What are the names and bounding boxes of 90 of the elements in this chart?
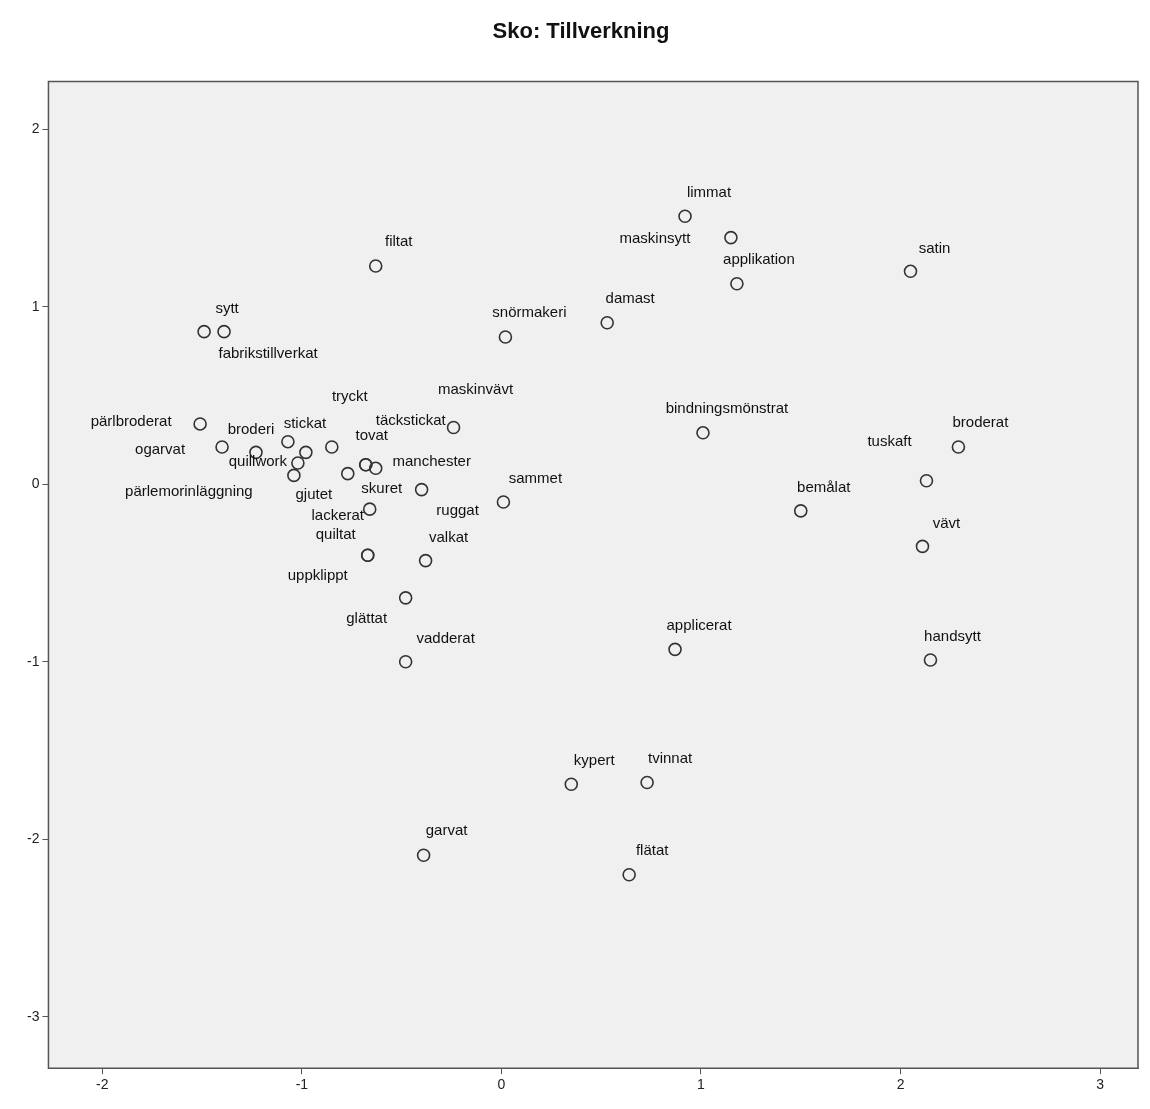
point: [793, 504, 808, 518]
x-tick-label: 1: [697, 1076, 706, 1093]
point: [398, 654, 413, 669]
annotation: satin: [918, 239, 951, 257]
annotation: kypert: [573, 751, 616, 769]
point: [446, 420, 461, 435]
annotation: tovat: [355, 425, 389, 443]
point: [362, 502, 377, 516]
point: [496, 495, 511, 509]
annotation: tvinnat: [648, 748, 694, 766]
y-tick-label: 0: [31, 475, 40, 492]
annotation: sytt: [215, 298, 240, 316]
annotation: filtat: [384, 232, 414, 250]
point: [696, 426, 710, 440]
annotation: quiltat: [315, 525, 357, 543]
point: [724, 230, 738, 245]
annotation: manchester: [392, 452, 471, 470]
point: [498, 330, 513, 344]
y-tick-label: -2: [27, 830, 40, 847]
annotation: garvat: [425, 821, 469, 839]
point: [640, 775, 654, 790]
point: [340, 466, 355, 481]
point: [217, 324, 231, 339]
annotation: fabrikstillverkat: [218, 343, 319, 361]
point: [418, 553, 433, 568]
x-tick-label: 0: [497, 1076, 506, 1093]
annotation: uppklippt: [287, 566, 349, 584]
annotation: broderat: [952, 413, 1010, 431]
y-tick-label: 2: [31, 120, 40, 137]
point: [414, 482, 429, 497]
annotation: tuskaft: [867, 431, 913, 449]
point: [281, 434, 295, 449]
annotation: gjutet: [295, 485, 334, 503]
x-tick-label: -2: [96, 1076, 109, 1093]
annotation: vadderat: [416, 628, 476, 646]
point: [903, 264, 918, 279]
point: [923, 653, 938, 667]
annotation: ruggat: [436, 500, 480, 518]
point: [287, 468, 301, 483]
annotation: tryckt: [331, 387, 369, 405]
annotation: maskinsytt: [619, 228, 692, 246]
annotation: pärlemorinläggning: [125, 481, 253, 499]
annotation: applikation: [723, 249, 795, 267]
annotation: skuret: [361, 479, 403, 497]
annotation: lackerat: [311, 505, 365, 523]
x-tick-label: 2: [896, 1076, 905, 1093]
point: [416, 848, 431, 863]
point: [564, 777, 579, 792]
y-tick-label: 1: [31, 297, 40, 314]
annotation: snörmakeri: [492, 303, 567, 321]
point: [915, 539, 930, 554]
annotation: valkat: [429, 527, 470, 545]
y-tick-label: -1: [27, 652, 40, 669]
annotation: bindningsmönstrat: [665, 398, 790, 416]
point: [398, 591, 413, 605]
annotation: limmat: [686, 183, 732, 201]
annotation: handsytt: [924, 627, 982, 645]
point: [368, 259, 383, 273]
point: [919, 473, 934, 488]
annotation: vävt: [932, 513, 962, 531]
point: [299, 445, 313, 460]
point: [600, 315, 614, 330]
annotation: stickat: [283, 413, 327, 431]
point: [622, 867, 636, 882]
annotation: broderi: [227, 420, 275, 438]
point: [730, 276, 744, 291]
annotation: täckstickat: [375, 410, 447, 428]
point: [951, 440, 966, 454]
annotation: glättat: [346, 609, 388, 627]
point: [291, 456, 305, 470]
annotation: bemålat: [797, 478, 852, 496]
x-tick-label: 3: [1096, 1076, 1105, 1093]
point: [368, 461, 383, 476]
annotation: damast: [605, 288, 656, 306]
point: [678, 209, 692, 224]
point: [668, 642, 682, 657]
annotation: sammet: [508, 469, 563, 487]
annotation: ogarvat: [135, 440, 186, 458]
annotation: pärlbroderat: [90, 412, 173, 430]
annotation: maskinvävt: [438, 379, 514, 397]
annotation: applicerat: [666, 616, 733, 634]
point: [215, 440, 229, 454]
annotation: flätat: [635, 840, 670, 858]
point: [197, 324, 211, 339]
point: [193, 417, 207, 431]
x-tick-label: -1: [295, 1076, 309, 1093]
chart-title: Sko: Tillverkning: [492, 18, 670, 44]
point: [325, 440, 339, 454]
y-tick-label: -3: [27, 1007, 40, 1024]
annotation: quillwork: [228, 452, 288, 470]
